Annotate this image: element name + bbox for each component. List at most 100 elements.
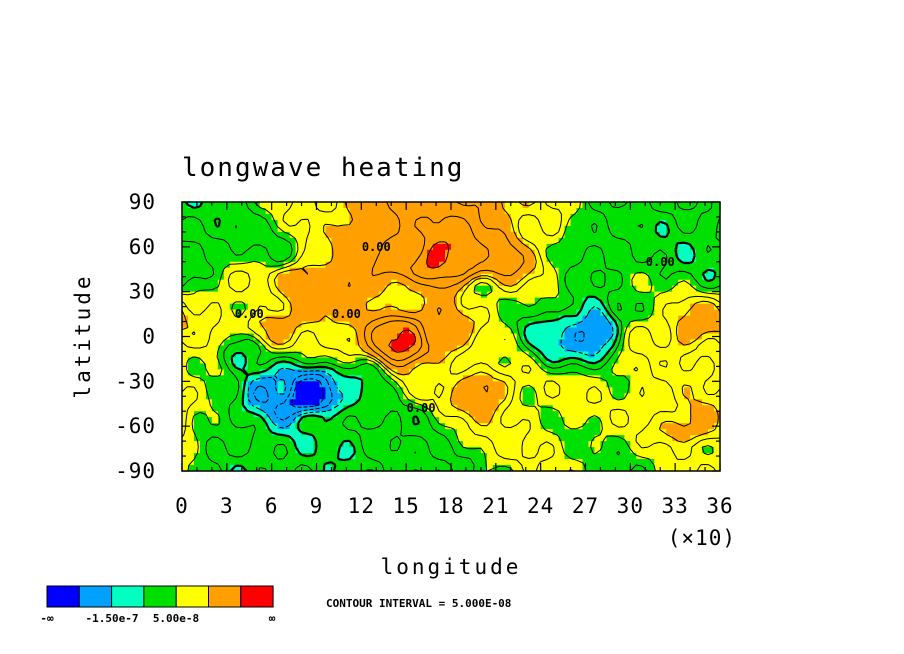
heatmap-cell — [331, 393, 339, 400]
heatmap-cell — [486, 297, 494, 305]
heatmap-cell — [373, 321, 380, 329]
heatmap-cell — [642, 399, 649, 406]
heatmap-cell — [606, 237, 613, 245]
heatmap-cell — [379, 399, 386, 406]
heatmap-cell — [259, 207, 267, 215]
heatmap-cell — [684, 357, 691, 364]
heatmap-cell — [618, 393, 625, 400]
heatmap-cell — [624, 399, 631, 406]
heatmap-cell — [253, 321, 261, 329]
heatmap-cell — [570, 285, 578, 293]
heatmap-cell — [588, 213, 596, 221]
heatmap-cell — [235, 225, 243, 233]
heatmap-cell — [648, 237, 655, 245]
heatmap-cell — [654, 369, 661, 376]
heatmap-cell — [307, 399, 315, 406]
heatmap-cell — [271, 333, 279, 341]
heatmap-cell — [570, 351, 578, 359]
contour-line-positive — [182, 202, 720, 471]
heatmap-cell — [229, 375, 237, 382]
heatmap-cell — [486, 255, 494, 263]
heatmap-cell — [516, 369, 524, 376]
heatmap-cell — [265, 207, 273, 215]
heatmap-cell — [367, 225, 374, 233]
heatmap-cell — [474, 255, 482, 263]
heatmap-cell — [373, 375, 380, 382]
heatmap-cell — [624, 333, 631, 341]
heatmap-cell — [379, 429, 386, 436]
heatmap-cell — [660, 459, 667, 466]
heatmap-cell — [714, 339, 720, 347]
heatmap-cell — [594, 441, 602, 448]
heatmap-cell — [576, 345, 584, 353]
heatmap-cell — [636, 273, 643, 281]
heatmap-cell — [552, 231, 560, 239]
heatmap-cell — [642, 411, 649, 418]
heatmap-cell — [187, 363, 195, 370]
heatmap-cell — [445, 267, 452, 275]
heatmap-cell — [211, 453, 219, 460]
heatmap-cell — [492, 237, 500, 245]
heatmap-cell — [193, 405, 201, 412]
heatmap-cell — [690, 429, 697, 436]
heatmap-cell — [660, 387, 667, 394]
heatmap-cell — [498, 219, 506, 227]
heatmap-cell — [648, 321, 655, 329]
heatmap-cell — [600, 393, 608, 400]
heatmap-cell — [558, 279, 566, 287]
heatmap-cell — [421, 249, 428, 257]
heatmap-cell — [373, 231, 380, 239]
heatmap-cell — [205, 202, 213, 209]
heatmap-cell — [648, 381, 655, 388]
heatmap-cell — [702, 435, 709, 442]
heatmap-cell — [235, 291, 243, 299]
heatmap-cell — [241, 225, 249, 233]
heatmap-cell — [522, 291, 530, 299]
heatmap-cell — [265, 291, 273, 299]
heatmap-cell — [289, 219, 297, 227]
heatmap-cell — [498, 321, 506, 329]
heatmap-cell — [486, 231, 494, 239]
heatmap-cell — [654, 333, 661, 341]
colorbar-swatch — [175, 585, 209, 608]
heatmap-cell — [403, 345, 410, 353]
heatmap-cell — [433, 363, 440, 370]
heatmap-cell — [498, 423, 506, 430]
heatmap-cell — [576, 243, 584, 251]
heatmap-cell — [445, 405, 452, 412]
heatmap-cell — [182, 339, 189, 347]
heatmap-cell — [468, 321, 476, 329]
heatmap-cell — [427, 243, 434, 251]
heatmap-cell — [588, 459, 596, 466]
x-tick-label: 30 — [617, 494, 644, 518]
heatmap-cell — [702, 345, 709, 353]
heatmap-cell — [415, 435, 422, 442]
heatmap-cell — [486, 219, 494, 227]
heatmap-cell — [223, 423, 231, 430]
heatmap-cell — [241, 447, 249, 454]
heatmap-cell — [343, 441, 350, 448]
heatmap-cell — [480, 435, 488, 442]
heatmap-cell — [684, 447, 691, 454]
heatmap-cell — [516, 405, 524, 412]
heatmap-cell — [564, 351, 572, 359]
heatmap-cell — [385, 339, 392, 347]
heatmap-cell — [277, 207, 285, 215]
heatmap-cell — [307, 315, 315, 323]
heatmap-cell — [199, 435, 207, 442]
heatmap-cell — [690, 345, 697, 353]
heatmap-cell — [451, 411, 458, 418]
heatmap-cell — [540, 405, 548, 412]
heatmap-cell — [211, 333, 219, 341]
heatmap-cell — [205, 285, 213, 293]
heatmap-cell — [642, 237, 649, 245]
heatmap-cell — [648, 345, 655, 353]
heatmap-cell — [343, 357, 350, 364]
heatmap-cell — [247, 351, 255, 359]
heatmap-cell — [433, 375, 440, 382]
heatmap-cell — [480, 429, 488, 436]
heatmap-cell — [714, 231, 720, 239]
heatmap-cell — [199, 309, 207, 317]
heatmap-cell — [361, 405, 368, 412]
heatmap-cell — [397, 399, 404, 406]
